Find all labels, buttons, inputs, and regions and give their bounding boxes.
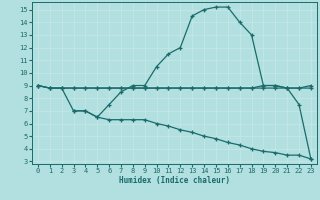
X-axis label: Humidex (Indice chaleur): Humidex (Indice chaleur) bbox=[119, 176, 230, 185]
